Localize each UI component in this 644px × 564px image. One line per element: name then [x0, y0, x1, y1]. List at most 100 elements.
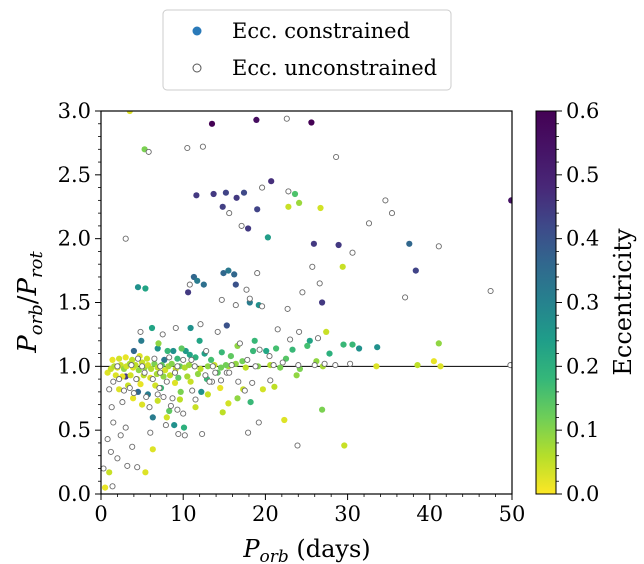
point-constrained-139: [109, 356, 116, 363]
point-constrained-172: [196, 337, 203, 344]
point-unconstrained-24: [284, 305, 291, 312]
point-constrained-32: [231, 271, 238, 278]
x-tick-label-10: 10: [170, 502, 197, 526]
point-unconstrained-37: [188, 356, 195, 363]
point-constrained-92: [149, 446, 156, 453]
point-unconstrained-77: [192, 396, 199, 403]
point-constrained-162: [130, 395, 137, 402]
point-constrained-79: [171, 422, 178, 429]
point-constrained-138: [277, 364, 284, 371]
point-unconstrained-34: [214, 328, 221, 335]
point-constrained-156: [194, 370, 202, 378]
point-unconstrained-67: [143, 393, 150, 401]
point-unconstrained-92: [104, 436, 111, 443]
y-axis-label: Porb/Prot: [13, 251, 47, 354]
point-constrained-9: [233, 194, 240, 201]
point-unconstrained-86: [267, 377, 274, 384]
point-unconstrained-36: [159, 331, 166, 338]
point-constrained-161: [116, 386, 123, 393]
point-constrained-93: [142, 469, 149, 476]
point-unconstrained-69: [154, 391, 161, 398]
point-unconstrained-108: [206, 378, 213, 385]
point-constrained-73: [437, 363, 444, 370]
point-unconstrained-104: [255, 419, 262, 426]
point-unconstrained-117: [166, 354, 173, 361]
point-constrained-74: [373, 363, 380, 370]
point-unconstrained-8: [435, 243, 442, 250]
point-unconstrained-88: [108, 404, 115, 411]
point-constrained-174: [222, 362, 229, 369]
point-constrained-57: [239, 358, 246, 365]
point-constrained-37: [319, 299, 326, 306]
y-tick-label-1.0: 1.0: [58, 354, 91, 378]
point-constrained-13: [291, 190, 299, 198]
point-unconstrained-84: [241, 387, 248, 394]
point-constrained-160: [187, 378, 194, 385]
point-constrained-8: [222, 189, 229, 196]
point-unconstrained-2: [184, 144, 191, 152]
point-constrained-44: [130, 347, 137, 355]
point-constrained-77: [149, 414, 156, 421]
point-unconstrained-89: [110, 419, 117, 426]
point-unconstrained-65: [130, 390, 137, 397]
point-unconstrained-81: [217, 377, 225, 384]
point-constrained-101: [198, 388, 205, 395]
point-unconstrained-39: [236, 340, 243, 347]
point-constrained-42: [306, 337, 313, 344]
point-unconstrained-42: [266, 353, 273, 360]
legend-marker-unconstrained: [192, 63, 202, 73]
point-unconstrained-53: [252, 363, 259, 370]
point-unconstrained-27: [287, 336, 294, 343]
point-unconstrained-31: [232, 302, 239, 309]
legend-marker-constrained: [192, 26, 202, 36]
point-unconstrained-4: [333, 153, 340, 161]
point-unconstrained-99: [162, 422, 169, 429]
point-constrained-26: [142, 285, 149, 292]
point-constrained-60: [273, 345, 280, 352]
point-unconstrained-85: [249, 379, 256, 386]
point-unconstrained-90: [117, 432, 124, 439]
point-unconstrained-60: [110, 378, 117, 385]
point-unconstrained-32: [259, 303, 266, 310]
point-unconstrained-115: [134, 355, 142, 362]
point-unconstrained-97: [129, 443, 136, 450]
point-constrained-18: [245, 225, 252, 232]
y-label-num-sub: orb: [26, 304, 47, 335]
point-unconstrained-45: [311, 362, 318, 369]
point-constrained-50: [186, 351, 193, 358]
point-constrained-100: [177, 388, 184, 395]
point-constrained-144: [143, 355, 151, 362]
point-constrained-39: [148, 324, 156, 332]
point-constrained-20: [310, 240, 317, 247]
colorbar-tick-label-0.5: 0.5: [566, 163, 599, 187]
point-unconstrained-76: [189, 387, 196, 394]
point-constrained-163: [139, 401, 146, 408]
point-unconstrained-41: [256, 346, 263, 353]
point-unconstrained-16: [309, 263, 316, 270]
point-unconstrained-107: [109, 483, 116, 490]
point-unconstrained-56: [157, 363, 164, 370]
point-unconstrained-80: [212, 369, 219, 376]
y-tick-label-3.0: 3.0: [58, 99, 91, 123]
point-constrained-33: [232, 281, 239, 288]
point-constrained-140: [116, 355, 123, 362]
point-unconstrained-7: [388, 210, 396, 217]
point-unconstrained-49: [507, 362, 512, 369]
point-constrained-14: [296, 199, 303, 206]
point-unconstrained-26: [274, 326, 281, 333]
point-unconstrained-94: [114, 455, 121, 462]
point-unconstrained-38: [203, 347, 210, 355]
point-constrained-15: [317, 204, 324, 212]
point-unconstrained-72: [167, 402, 174, 409]
point-unconstrained-13: [259, 184, 266, 191]
point-constrained-23: [406, 240, 413, 247]
point-constrained-155: [184, 373, 191, 380]
point-constrained-81: [192, 404, 199, 411]
point-constrained-11: [268, 178, 275, 185]
point-unconstrained-95: [124, 462, 131, 469]
point-constrained-165: [163, 414, 170, 421]
point-unconstrained-59: [128, 362, 135, 369]
point-unconstrained-111: [149, 376, 156, 383]
point-unconstrained-19: [122, 235, 129, 242]
point-constrained-80: [180, 424, 188, 431]
